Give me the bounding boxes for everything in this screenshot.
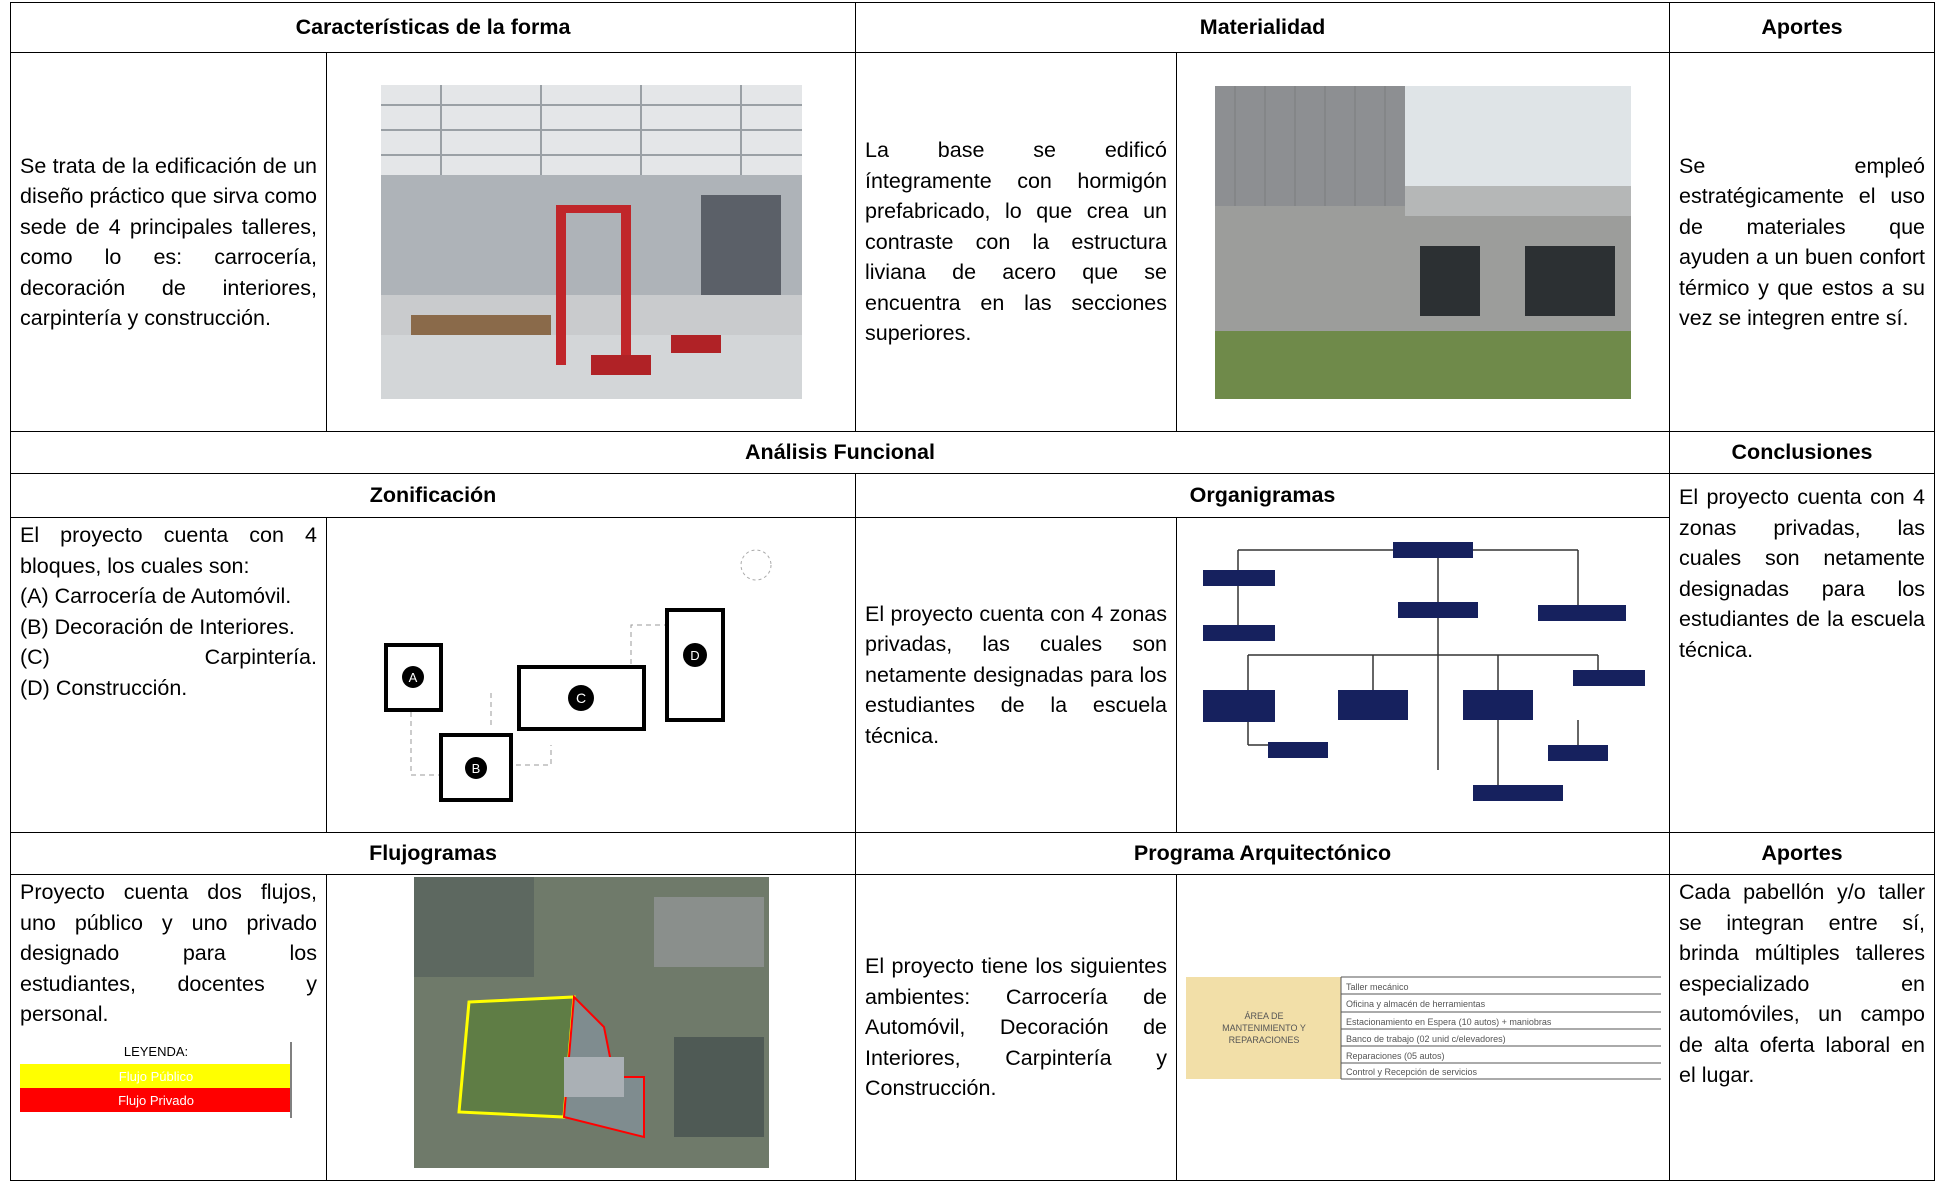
zone-label: C bbox=[576, 690, 586, 706]
text-cell: El proyecto tiene los siguientes ambient… bbox=[855, 874, 1177, 1181]
text-line: (A) Carrocería de Automóvil. bbox=[20, 584, 292, 608]
image-cell bbox=[1175, 52, 1671, 432]
area-label: ÁREA DE bbox=[1244, 1011, 1283, 1021]
legend-title: LEYENDA: bbox=[124, 1044, 188, 1059]
zoning-diagram: A B C D bbox=[384, 549, 772, 802]
legend-entry: Flujo Público bbox=[119, 1069, 193, 1084]
text-line: (B) Decoración de Interiores. bbox=[20, 614, 295, 639]
header-cell: Programa Arquitectónico bbox=[854, 832, 1671, 875]
text-cell: Se empleó estratégicamente el uso de mat… bbox=[1669, 52, 1936, 432]
image-cell bbox=[326, 52, 856, 432]
aerial-map bbox=[413, 877, 769, 1168]
program-item: Estacionamiento en Espera (10 autos) + m… bbox=[1346, 1017, 1552, 1027]
program-item: Taller mecánico bbox=[1346, 982, 1409, 992]
text-cell: La base se edificó íntegramente con horm… bbox=[855, 52, 1177, 432]
zone-label: A bbox=[409, 670, 418, 685]
program-table: ÁREA DE MANTENIMIENTO Y REPARACIONES Tal… bbox=[1185, 976, 1661, 1079]
image-cell: ÁREA DE MANTENIMIENTO Y REPARACIONES Tal… bbox=[1175, 874, 1671, 1181]
image-cell bbox=[1175, 517, 1671, 833]
analysis-table: Características de la forma Materialidad… bbox=[9, 2, 1936, 1181]
building-photo bbox=[1215, 85, 1631, 399]
zone-label: B bbox=[472, 761, 481, 776]
text-cell: Cada pabellón y/o taller se integran ent… bbox=[1669, 874, 1936, 1181]
header-cell: Aportes bbox=[1669, 832, 1936, 875]
paragraph: Proyecto cuenta dos flujos, uno público … bbox=[20, 880, 317, 1026]
text-cell: Proyecto cuenta dos flujos, uno público … bbox=[10, 874, 327, 1181]
image-cell: A B C D bbox=[326, 517, 856, 833]
header-cell: Aportes bbox=[1669, 2, 1936, 53]
text-line: (C) Carpintería. bbox=[20, 645, 317, 669]
header-cell: Características de la forma bbox=[10, 2, 856, 53]
text-cell: El proyecto cuenta con 4 zonas privadas,… bbox=[1669, 473, 1936, 833]
text-line: (D) Construcción. bbox=[20, 675, 188, 700]
header-cell: Organigramas bbox=[854, 473, 1671, 518]
text-cell: Se trata de la edificación de un diseño … bbox=[10, 52, 327, 432]
legend: LEYENDA: Flujo Público Flujo Privado bbox=[20, 1041, 292, 1118]
zone-label: D bbox=[690, 648, 699, 663]
area-label: MANTENIMIENTO Y bbox=[1222, 1023, 1306, 1033]
program-item: Banco de trabajo (02 unid c/elevadores) bbox=[1346, 1034, 1506, 1044]
area-label: REPARACIONES bbox=[1228, 1035, 1299, 1045]
program-item: Reparaciones (05 autos) bbox=[1346, 1051, 1445, 1061]
legend-entry: Flujo Privado bbox=[118, 1093, 194, 1108]
org-chart bbox=[1203, 542, 1645, 801]
text-cell: El proyecto cuenta con 4 bloques, los cu… bbox=[10, 517, 327, 833]
header-cell: Materialidad bbox=[854, 2, 1671, 53]
header-cell: Análisis Funcional bbox=[9, 431, 1671, 474]
text-line: El proyecto cuenta con 4 bloques, los cu… bbox=[20, 523, 317, 578]
header-cell: Conclusiones bbox=[1669, 431, 1936, 474]
program-item: Oficina y almacén de herramientas bbox=[1346, 999, 1486, 1009]
program-item: Control y Recepción de servicios bbox=[1346, 1067, 1478, 1077]
workshop-photo bbox=[380, 85, 802, 399]
text-cell: El proyecto cuenta con 4 zonas privadas,… bbox=[855, 517, 1177, 833]
header-cell: Zonificación bbox=[10, 473, 856, 518]
header-cell: Flujogramas bbox=[10, 832, 856, 875]
image-cell bbox=[326, 874, 856, 1181]
